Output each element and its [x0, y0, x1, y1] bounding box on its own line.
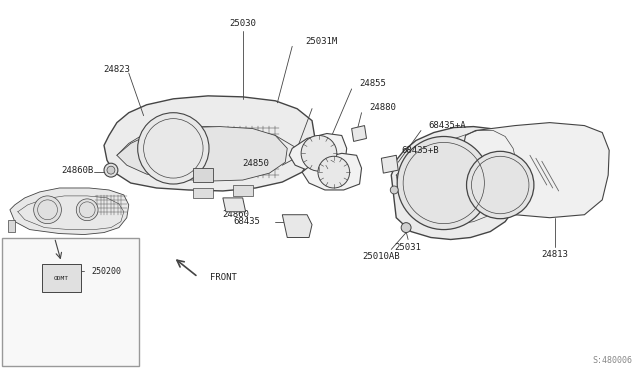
- Text: 25030: 25030: [229, 19, 256, 28]
- Circle shape: [467, 151, 534, 219]
- Polygon shape: [458, 123, 609, 218]
- Circle shape: [138, 113, 209, 184]
- Text: 25031: 25031: [395, 243, 422, 252]
- Text: 250200: 250200: [91, 267, 121, 276]
- Polygon shape: [117, 126, 287, 181]
- Text: FRONT: FRONT: [210, 273, 237, 282]
- Text: 24813: 24813: [541, 250, 568, 259]
- Text: 25010AB: 25010AB: [362, 252, 400, 261]
- Circle shape: [107, 166, 115, 174]
- Text: S:480006: S:480006: [593, 356, 632, 365]
- Polygon shape: [351, 126, 367, 141]
- Polygon shape: [193, 168, 213, 182]
- Text: 25031M: 25031M: [305, 37, 337, 46]
- Polygon shape: [289, 134, 347, 172]
- Text: 24880: 24880: [369, 103, 396, 112]
- Polygon shape: [391, 126, 521, 240]
- Text: 24860B: 24860B: [61, 166, 93, 174]
- Polygon shape: [381, 155, 398, 173]
- Circle shape: [401, 223, 411, 232]
- Circle shape: [76, 199, 98, 221]
- Circle shape: [301, 135, 337, 171]
- Polygon shape: [223, 198, 246, 212]
- Polygon shape: [302, 153, 362, 190]
- Text: 68435+B: 68435+B: [401, 146, 439, 155]
- Circle shape: [104, 163, 118, 177]
- Circle shape: [397, 137, 490, 230]
- Text: 68435: 68435: [234, 217, 260, 226]
- Bar: [2, 237, 139, 366]
- Circle shape: [390, 186, 398, 194]
- Polygon shape: [8, 220, 15, 231]
- Text: 68435+A: 68435+A: [428, 121, 465, 130]
- Text: ODMT: ODMT: [54, 276, 69, 280]
- Polygon shape: [233, 185, 253, 196]
- Text: 24850: 24850: [243, 159, 269, 168]
- Text: 24823: 24823: [104, 65, 131, 74]
- Bar: [42, 264, 81, 292]
- Polygon shape: [10, 188, 129, 234]
- Text: 24855: 24855: [360, 80, 387, 89]
- Text: 24860: 24860: [222, 210, 249, 219]
- Circle shape: [318, 156, 349, 188]
- Polygon shape: [193, 188, 213, 198]
- Polygon shape: [104, 96, 315, 191]
- Circle shape: [34, 196, 61, 224]
- Polygon shape: [282, 215, 312, 237]
